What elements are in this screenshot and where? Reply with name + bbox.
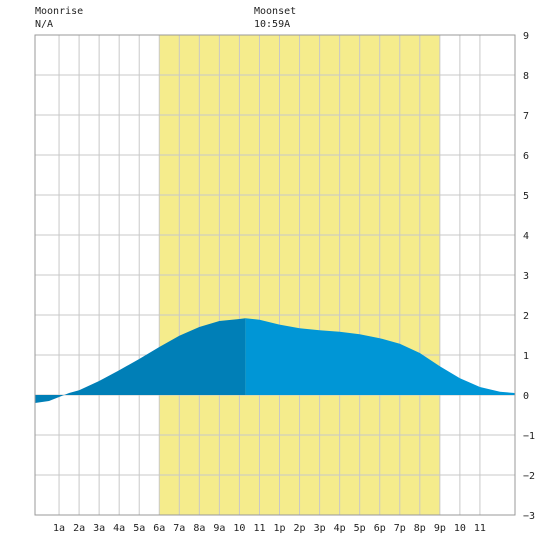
x-tick-label: 4a — [113, 523, 125, 534]
y-tick-label: −1 — [523, 431, 535, 442]
y-tick-label: 2 — [523, 311, 529, 322]
y-tick-label: 3 — [523, 271, 529, 282]
y-tick-label: −2 — [523, 471, 535, 482]
y-tick-label: 6 — [523, 151, 529, 162]
moonset-value: 10:59A — [254, 19, 291, 30]
x-tick-label: 9p — [434, 523, 446, 534]
x-tick-label: 3p — [314, 523, 326, 534]
x-tick-label: 2a — [73, 523, 85, 534]
y-tick-label: 9 — [523, 31, 529, 42]
x-tick-label: 10 — [454, 523, 466, 534]
x-tick-label: 6p — [374, 523, 386, 534]
x-tick-label: 1p — [273, 523, 285, 534]
y-tick-label: 8 — [523, 71, 529, 82]
y-tick-label: 7 — [523, 111, 529, 122]
x-tick-label: 7a — [173, 523, 185, 534]
x-tick-label: 9a — [213, 523, 225, 534]
y-tick-label: −3 — [523, 511, 535, 522]
x-tick-label: 8p — [414, 523, 426, 534]
moonrise-value: N/A — [35, 19, 54, 30]
x-tick-label: 10 — [233, 523, 245, 534]
x-tick-label: 7p — [394, 523, 406, 534]
tide-area — [245, 318, 515, 395]
y-tick-label: 5 — [523, 191, 529, 202]
y-tick-label: 1 — [523, 351, 529, 362]
y-tick-label: 4 — [523, 231, 529, 242]
tide-area-moon — [35, 318, 246, 403]
x-tick-label: 8a — [193, 523, 205, 534]
moonset-label: Moonset — [254, 6, 297, 17]
moonrise-label: Moonrise — [35, 6, 84, 17]
x-tick-label: 1a — [53, 523, 65, 534]
x-tick-label: 2p — [294, 523, 306, 534]
x-tick-label: 11 — [474, 523, 486, 534]
plot-frame — [34, 34, 516, 516]
x-tick-label: 4p — [334, 523, 346, 534]
x-tick-label: 3a — [93, 523, 105, 534]
y-tick-label: 0 — [523, 391, 529, 402]
x-tick-label: 11 — [253, 523, 265, 534]
x-tick-label: 5p — [354, 523, 366, 534]
x-tick-label: 6a — [153, 523, 165, 534]
x-tick-label: 5a — [133, 523, 145, 534]
